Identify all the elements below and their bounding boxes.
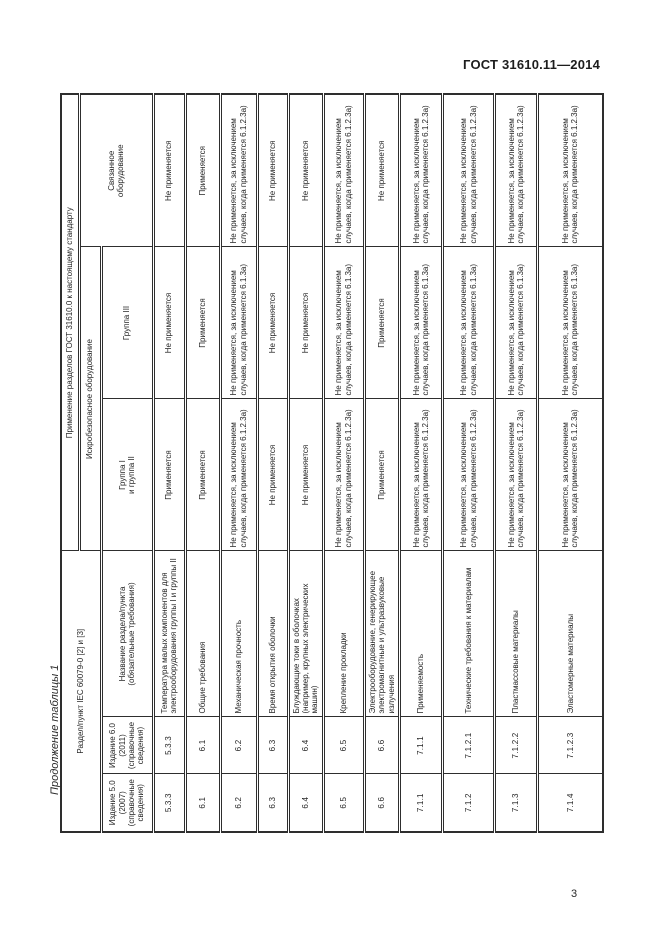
table-row: 6.3 6.3 Время открытия оболочки Не применяе… xyxy=(257,93,288,832)
table-row: 6.6 6.6 Электрооборудование, генерирующее … xyxy=(364,93,400,832)
section-name-value: Применяемость xyxy=(399,550,443,717)
group-3-value: Не применяется xyxy=(288,246,324,399)
header-group-1-2: Группа I и группа II xyxy=(101,398,153,551)
edition-6-0-value: 6.2 xyxy=(220,717,257,774)
header-section-name: Название раздела/пункта (обязательные тр… xyxy=(101,550,153,717)
associated-value: Не применяется xyxy=(288,93,324,247)
application-table: Раздел/пункт IEC 60079-0 [2] и [3] Приме… xyxy=(60,92,604,833)
group-1-2-value: Не применяется, за исключением случаев, … xyxy=(494,398,538,551)
table-row: 6.1 6.1 Общие требования Применяется Применя… xyxy=(185,93,220,832)
associated-value: Не применяется, за исключением случаев, … xyxy=(494,93,538,247)
associated-value: Не применяется, за исключением случаев, … xyxy=(537,93,603,247)
group-1-2-value: Не применяется, за исключением случаев, … xyxy=(537,398,603,551)
group-3-value: Не применяется xyxy=(153,246,185,399)
group-1-2-value: Не применяется xyxy=(288,398,324,551)
section-name-value: Пластмассовые материалы xyxy=(494,550,538,717)
section-name-value: Температура малых компонентов для электр… xyxy=(153,550,185,717)
table-row: 7.1.4 7.1.2.3 Эластомерные материалы Не при… xyxy=(537,93,603,832)
edition-5-0-value: 6.3 xyxy=(257,774,288,832)
edition-6-0-value: 7.1.2.1 xyxy=(442,717,495,774)
group-3-value: Не применяется, за исключением случаев, … xyxy=(399,246,443,399)
edition-5-0-value: 6.6 xyxy=(364,774,400,832)
edition-6-0-value: 7.1.1 xyxy=(399,717,443,774)
header-edition-5-0: Издание 5.0 (2007) (справочные сведения) xyxy=(101,774,153,832)
group-1-2-value: Не применяется, за исключением случаев, … xyxy=(442,398,495,551)
associated-value: Применяется xyxy=(185,93,220,247)
header-section-col: Раздел/пункт IEC 60079-0 [2] и [3] xyxy=(61,550,101,832)
edition-6-0-value: 6.3 xyxy=(257,717,288,774)
rotated-table-area: Раздел/пункт IEC 60079-0 [2] и [3] Приме… xyxy=(60,92,604,833)
header-application: Применение разделов ГОСТ 31610.0 к насто… xyxy=(61,93,79,551)
section-name-value: Время открытия оболочки xyxy=(257,550,288,717)
associated-value: Не применяется xyxy=(364,93,400,247)
table-row: 6.4 6.4 Блуждающие токи в оболочках (напри… xyxy=(288,93,324,832)
table-row: 6.2 6.2 Механическая прочность Не применяет… xyxy=(220,93,257,832)
section-name-value: Эластомерные материалы xyxy=(537,550,603,717)
edition-6-0-value: 6.6 xyxy=(364,717,400,774)
edition-5-0-value: 5.3.3 xyxy=(153,774,185,832)
group-1-2-value: Не применяется, за исключением случаев, … xyxy=(323,398,365,551)
associated-value: Не применяется, за исключением случаев, … xyxy=(323,93,365,247)
edition-5-0-value: 7.1.1 xyxy=(399,774,443,832)
standard-reference: ГОСТ 31610.11—2014 xyxy=(463,57,600,72)
header-row-1: Раздел/пункт IEC 60079-0 [2] и [3] Приме… xyxy=(61,93,101,832)
group-1-2-value: Применяется xyxy=(364,398,400,551)
section-name-value: Крепление прокладки xyxy=(323,550,365,717)
header-edition-6-0: Издание 6.0 (2011) (справочные сведения) xyxy=(101,717,153,774)
page-number: 3 xyxy=(571,888,578,900)
group-3-value: Применяется xyxy=(364,246,400,399)
section-name-value: Технические требования к материалам xyxy=(442,550,495,717)
group-1-2-value: Применяется xyxy=(153,398,185,551)
section-name-value: Общие требования xyxy=(185,550,220,717)
table-row: 7.1.1 7.1.1 Применяемость Не применяется, з… xyxy=(399,93,443,832)
header-associated: Связанное оборудование xyxy=(79,93,153,247)
group-3-value: Не применяется, за исключением случаев, … xyxy=(220,246,257,399)
group-1-2-value: Не применяется xyxy=(257,398,288,551)
edition-5-0-value: 6.4 xyxy=(288,774,324,832)
table-row: 7.1.2 7.1.2.1 Технические требования к мат… xyxy=(442,93,495,832)
group-3-value: Не применяется, за исключением случаев, … xyxy=(442,246,495,399)
group-3-value: Не применяется, за исключением случаев, … xyxy=(323,246,365,399)
group-3-value: Не применяется, за исключением случаев, … xyxy=(537,246,603,399)
associated-value: Не применяется xyxy=(153,93,185,247)
table-row: 6.5 6.5 Крепление прокладки Не применяется,… xyxy=(323,93,365,832)
group-3-value: Не применяется, за исключением случаев, … xyxy=(494,246,538,399)
associated-value: Не применяется xyxy=(257,93,288,247)
group-3-value: Применяется xyxy=(185,246,220,399)
section-name-value: Электрооборудование, генерирующее электр… xyxy=(364,550,400,717)
edition-6-0-value: 7.1.2.2 xyxy=(494,717,538,774)
edition-5-0-value: 6.5 xyxy=(323,774,365,832)
edition-5-0-value: 6.1 xyxy=(185,774,220,832)
table-row: 5.3.3 5.3.3 Температура малых компонентов … xyxy=(153,93,185,832)
group-3-value: Не применяется xyxy=(257,246,288,399)
associated-value: Не применяется, за исключением случаев, … xyxy=(220,93,257,247)
edition-6-0-value: 6.4 xyxy=(288,717,324,774)
section-name-value: Механическая прочность xyxy=(220,550,257,717)
group-1-2-value: Применяется xyxy=(185,398,220,551)
header-intrinsically-safe: Искробезопасное оборудование xyxy=(79,246,101,551)
edition-5-0-value: 6.2 xyxy=(220,774,257,832)
edition-5-0-value: 7.1.2 xyxy=(442,774,495,832)
associated-value: Не применяется, за исключением случаев, … xyxy=(399,93,443,247)
edition-6-0-value: 6.1 xyxy=(185,717,220,774)
table-body: 5.3.3 5.3.3 Температура малых компонентов … xyxy=(153,93,603,832)
edition-5-0-value: 7.1.4 xyxy=(537,774,603,832)
table-header: Раздел/пункт IEC 60079-0 [2] и [3] Приме… xyxy=(61,93,153,832)
associated-value: Не применяется, за исключением случаев, … xyxy=(442,93,495,247)
edition-5-0-value: 7.1.3 xyxy=(494,774,538,832)
edition-6-0-value: 6.5 xyxy=(323,717,365,774)
edition-6-0-value: 5.3.3 xyxy=(153,717,185,774)
group-1-2-value: Не применяется, за исключением случаев, … xyxy=(220,398,257,551)
table-row: 7.1.3 7.1.2.2 Пластмассовые материалы Не пр… xyxy=(494,93,538,832)
section-name-value: Блуждающие токи в оболочках (например, к… xyxy=(288,550,324,717)
group-1-2-value: Не применяется, за исключением случаев, … xyxy=(399,398,443,551)
header-group-3: Группа III xyxy=(101,246,153,399)
edition-6-0-value: 7.1.2.3 xyxy=(537,717,603,774)
